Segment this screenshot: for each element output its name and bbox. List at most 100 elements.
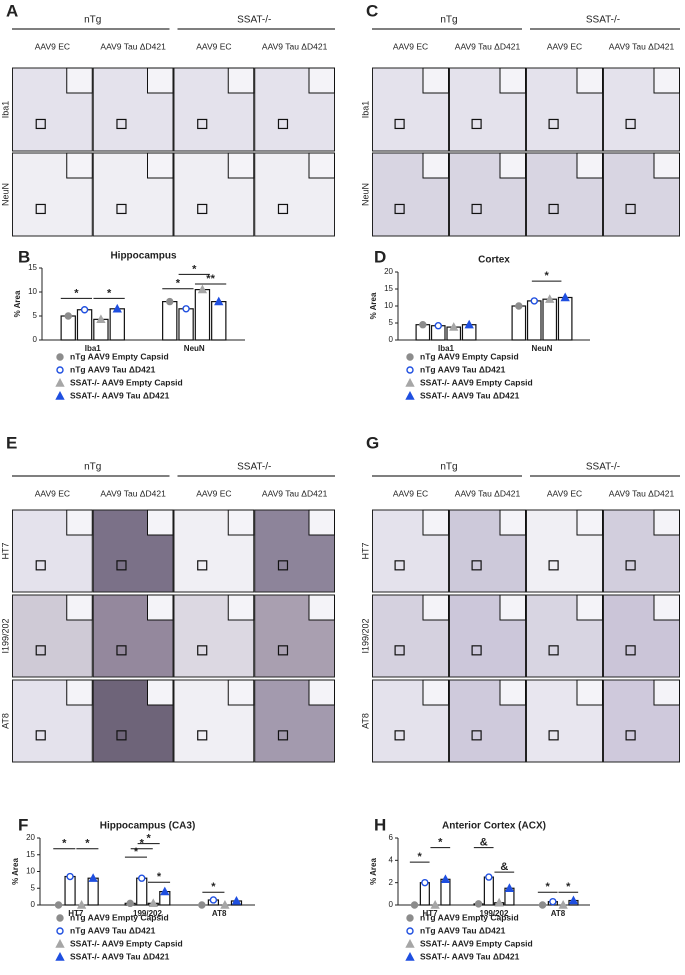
group-label: SSAT-/- xyxy=(237,15,271,26)
roi-box xyxy=(471,730,482,741)
inset xyxy=(227,594,255,621)
x-tick-label: 199/202 xyxy=(133,909,162,918)
x-tick-label: 199/202 xyxy=(480,909,509,918)
group-label: nTg xyxy=(440,462,457,473)
bar xyxy=(136,877,148,906)
roi-box xyxy=(277,645,289,656)
inset xyxy=(227,509,255,536)
y-axis-label: % Area xyxy=(13,290,22,317)
y-tick-label: 5 xyxy=(31,883,36,892)
roi-box xyxy=(625,730,636,741)
inset xyxy=(66,67,93,94)
inset xyxy=(308,152,335,179)
legend-label: nTg AAV9 Tau ΔD421 xyxy=(70,925,156,935)
legend-marker xyxy=(56,353,64,361)
bar-marker xyxy=(560,292,570,302)
roi-box xyxy=(625,645,636,656)
legend-label: SSAT-/- AAV9 Tau ΔD421 xyxy=(70,951,170,961)
roi-box xyxy=(277,560,289,571)
roi-box xyxy=(471,118,482,130)
column-label: AAV9 Tau ΔD421 xyxy=(609,41,675,51)
roi-box xyxy=(116,118,127,130)
roi-box xyxy=(197,203,208,215)
y-tick-label: 20 xyxy=(26,833,35,842)
legend-label: SSAT-/- AAV9 Tau ΔD421 xyxy=(70,390,170,400)
column-label: AAV9 EC xyxy=(393,488,428,498)
inset xyxy=(422,152,449,179)
inset xyxy=(499,679,526,706)
column-label: AAV9 Tau ΔD421 xyxy=(100,488,166,498)
column-label: AAV9 Tau ΔD421 xyxy=(262,41,328,51)
chart-title: Hippocampus (CA3) xyxy=(100,821,196,832)
roi-box xyxy=(548,118,559,130)
sig-annotation: * xyxy=(176,278,181,290)
legend-marker xyxy=(406,353,414,361)
inset xyxy=(576,152,603,179)
roi-box xyxy=(197,560,208,571)
legend-label: nTg AAV9 Empty Capsid xyxy=(420,351,519,361)
legend-label: SSAT-/- AAV9 Tau ΔD421 xyxy=(420,951,520,961)
y-tick-label: 10 xyxy=(28,287,37,296)
inset xyxy=(653,67,680,94)
bar-marker xyxy=(209,896,218,904)
inset xyxy=(653,509,680,536)
bar-marker xyxy=(96,314,106,324)
inset xyxy=(499,67,526,94)
roi-box xyxy=(35,730,46,741)
roi-box xyxy=(35,645,46,656)
chart-title: Anterior Cortex (ACX) xyxy=(442,821,546,832)
row-label: Iba1 xyxy=(360,101,370,119)
inset xyxy=(147,152,174,179)
bar-marker xyxy=(558,900,568,909)
bar xyxy=(109,308,125,341)
sig-annotation: * xyxy=(211,881,216,893)
inset xyxy=(422,67,449,94)
bar-marker xyxy=(214,296,224,306)
row-label: Iba1 xyxy=(0,101,10,119)
roi-box xyxy=(197,730,208,741)
y-tick-label: 0 xyxy=(33,335,38,344)
bar xyxy=(542,298,558,341)
legend-label: nTg AAV9 Empty Capsid xyxy=(70,912,169,922)
sig-annotation: * xyxy=(134,846,139,858)
row-label: NeuN xyxy=(0,183,10,206)
roi-box xyxy=(116,203,127,215)
x-tick-label: AT8 xyxy=(212,909,227,918)
roi-box xyxy=(116,645,127,656)
roi-box xyxy=(548,730,559,741)
bar-marker xyxy=(88,873,98,882)
row-label: HT7 xyxy=(0,542,10,559)
sig-annotation: * xyxy=(192,263,197,275)
bar xyxy=(526,300,542,341)
inset xyxy=(576,509,603,536)
sig-annotation: ** xyxy=(206,273,215,285)
legend-label: nTg AAV9 Empty Capsid xyxy=(420,912,519,922)
inset xyxy=(147,67,174,94)
group-label: nTg xyxy=(84,15,101,26)
roi-box xyxy=(548,560,559,571)
legend-marker xyxy=(406,914,414,922)
group-label: nTg xyxy=(84,462,101,473)
roi-box xyxy=(277,730,289,741)
panel-label: C xyxy=(366,1,378,20)
x-tick-label: AT8 xyxy=(551,909,566,918)
y-tick-label: 15 xyxy=(28,263,37,272)
legend-label: SSAT-/- AAV9 Empty Capsid xyxy=(70,377,183,387)
bar-marker xyxy=(112,303,122,313)
inset xyxy=(147,509,174,536)
bar-marker xyxy=(231,896,242,905)
bar-marker xyxy=(545,294,555,303)
y-tick-label: 0 xyxy=(31,900,36,909)
column-label: AAV9 EC xyxy=(393,41,428,51)
sig-annotation: & xyxy=(500,861,508,873)
roi-box xyxy=(548,203,559,215)
legend-marker xyxy=(406,927,414,935)
bar-marker xyxy=(182,305,190,313)
y-tick-label: 5 xyxy=(389,318,394,327)
bar-marker xyxy=(568,895,579,905)
column-label: AAV9 Tau ΔD421 xyxy=(455,488,521,498)
bar-marker xyxy=(430,900,440,909)
inset xyxy=(422,509,449,536)
bar xyxy=(162,301,178,341)
roi-box xyxy=(625,203,636,215)
